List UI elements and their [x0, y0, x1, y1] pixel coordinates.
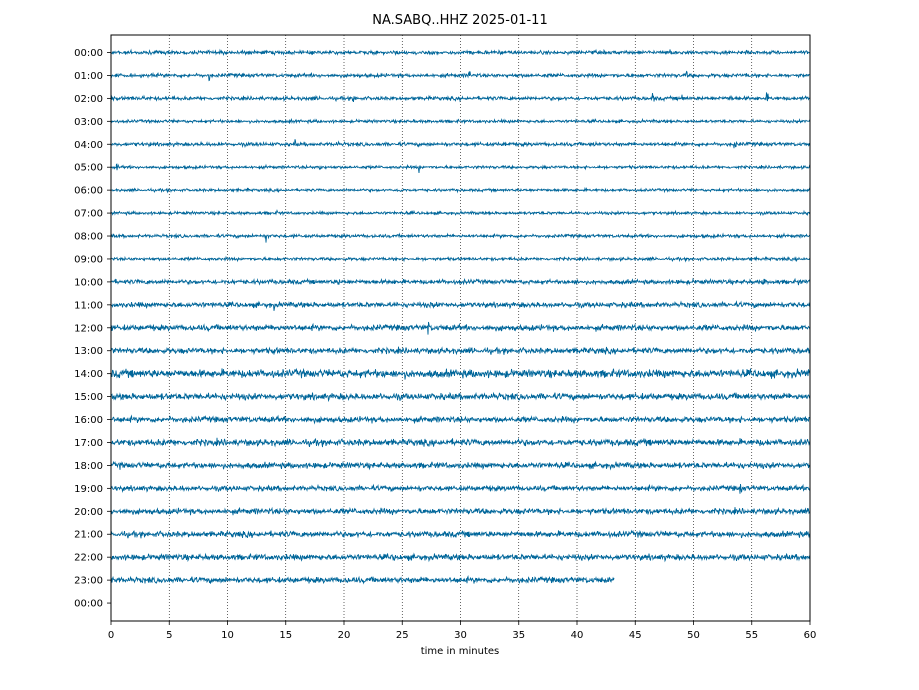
y-tick-label: 00:00 — [74, 599, 103, 610]
y-tick-label: 17:00 — [74, 438, 103, 449]
x-tick-label: 5 — [166, 630, 172, 641]
y-tick-label: 12:00 — [74, 323, 103, 334]
x-tick-label: 45 — [629, 630, 642, 641]
trace-2000 — [110, 506, 811, 516]
trace-2300 — [110, 575, 615, 585]
y-tick-label: 08:00 — [74, 232, 103, 243]
trace-0400 — [110, 139, 811, 149]
trace-0900 — [110, 255, 811, 263]
trace-1600 — [110, 414, 811, 425]
x-axis-label: time in minutes — [421, 646, 500, 657]
trace-1300 — [110, 346, 811, 356]
y-tick-label: 11:00 — [74, 300, 103, 311]
y-axis: 00:00 01:00 02:00 03:00 04:00 05:00 06:00 07:00… — [74, 48, 111, 610]
x-tick-label: 40 — [571, 630, 584, 641]
y-tick-label: 23:00 — [74, 576, 103, 587]
trace-0700 — [110, 209, 811, 217]
x-tick-label: 25 — [396, 630, 409, 641]
x-tick-label: 10 — [221, 630, 234, 641]
x-tick-label: 35 — [512, 630, 525, 641]
trace-1800 — [110, 460, 811, 471]
x-tick-label: 50 — [687, 630, 700, 641]
y-tick-label: 07:00 — [74, 209, 103, 220]
trace-2100 — [110, 529, 811, 539]
y-tick-label: 02:00 — [74, 94, 103, 105]
trace-0800 — [110, 232, 811, 243]
y-tick-label: 03:00 — [74, 117, 103, 128]
trace-1200 — [110, 321, 811, 335]
trace-0200 — [110, 92, 811, 103]
trace-1100 — [110, 300, 811, 311]
y-tick-label: 13:00 — [74, 346, 103, 357]
trace-1500 — [110, 391, 811, 403]
x-tick-label: 60 — [804, 630, 817, 641]
x-tick-label: 0 — [108, 630, 114, 641]
y-tick-label: 19:00 — [74, 484, 103, 495]
trace-1900 — [110, 483, 811, 494]
trace-2200 — [110, 552, 811, 563]
x-tick-label: 30 — [454, 630, 467, 641]
trace-0000 — [110, 48, 811, 57]
y-tick-label: 14:00 — [74, 369, 103, 380]
y-tick-label: 01:00 — [74, 71, 103, 82]
trace-0100 — [110, 70, 811, 82]
trace-1000 — [110, 277, 811, 286]
trace-0600 — [110, 186, 811, 194]
y-tick-label: 10:00 — [74, 277, 103, 288]
y-tick-label: 22:00 — [74, 553, 103, 564]
trace-1400 — [110, 367, 811, 380]
y-tick-label: 16:00 — [74, 415, 103, 426]
y-tick-label: 21:00 — [74, 530, 103, 541]
x-tick-label: 15 — [279, 630, 292, 641]
x-axis: 0 5 10 15 20 25 30 35 40 45 50 55 60 — [108, 621, 817, 641]
trace-0500 — [110, 163, 811, 174]
y-tick-label: 04:00 — [74, 140, 103, 151]
chart-title: NA.SABQ..HHZ 2025-01-11 — [372, 13, 547, 28]
x-tick-label: 55 — [745, 630, 758, 641]
y-tick-label: 05:00 — [74, 163, 103, 174]
trace-group — [110, 48, 811, 585]
y-tick-label: 15:00 — [74, 392, 103, 403]
trace-1700 — [110, 437, 811, 448]
y-tick-label: 06:00 — [74, 186, 103, 197]
x-tick-label: 20 — [338, 630, 351, 641]
trace-0300 — [110, 117, 811, 125]
y-tick-label: 00:00 — [74, 48, 103, 59]
y-tick-label: 20:00 — [74, 507, 103, 518]
y-tick-label: 18:00 — [74, 461, 103, 472]
y-tick-label: 09:00 — [74, 254, 103, 265]
